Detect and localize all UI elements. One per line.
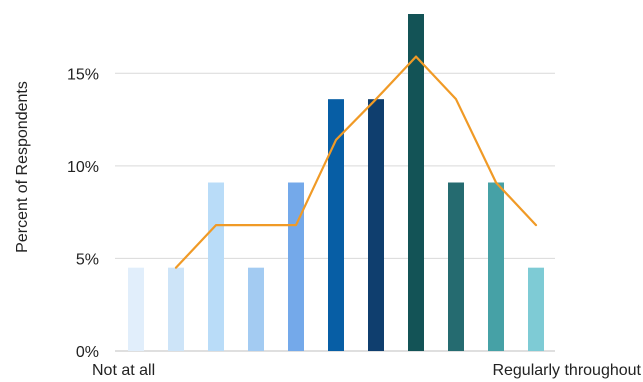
bar [328, 99, 344, 351]
trend-line [174, 55, 538, 269]
x-axis-label-right: Regularly throughout [492, 362, 641, 379]
y-tick-label: 5% [76, 251, 99, 268]
y-axis-label: Percent of Respondents [14, 81, 31, 253]
y-axis-ticks: 0% 5% 10% 15% [67, 66, 99, 361]
bar [488, 182, 504, 351]
x-axis-label-left: Not at all [92, 362, 155, 379]
bar [448, 182, 464, 351]
bar [288, 182, 304, 351]
bar [368, 99, 384, 351]
bar [208, 182, 224, 351]
bars [128, 14, 544, 351]
bar [168, 267, 184, 351]
bar [248, 267, 264, 351]
y-tick-label: 15% [67, 66, 99, 83]
y-tick-label: 0% [76, 344, 99, 361]
bar [408, 14, 424, 351]
trend-line-layer [174, 55, 538, 269]
bar [128, 267, 144, 351]
bar [528, 267, 544, 351]
y-tick-label: 10% [67, 159, 99, 176]
